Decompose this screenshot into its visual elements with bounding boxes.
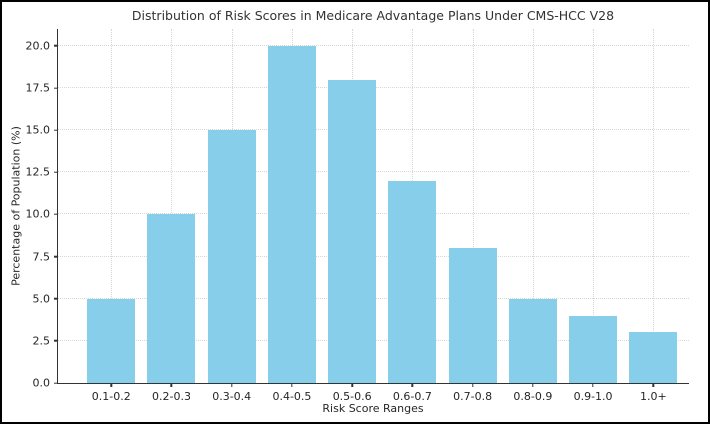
y-tick-label: 15.0	[25, 123, 51, 137]
bar	[87, 298, 136, 383]
y-tick-label: 0.0	[32, 376, 51, 390]
x-gridline	[593, 29, 595, 383]
x-tick-mark	[652, 383, 655, 387]
y-tick-mark	[54, 87, 58, 89]
x-tick-mark	[592, 383, 594, 387]
x-gridline	[472, 29, 474, 383]
y-gridline	[58, 44, 689, 46]
bar	[207, 130, 256, 383]
y-tick-label: 2.5	[32, 334, 51, 348]
y-tick-mark	[54, 129, 58, 131]
y-tick-label: 20.0	[25, 39, 51, 53]
bar	[569, 315, 618, 383]
x-tick-label: 0.3-0.4	[212, 390, 252, 403]
x-gridline	[532, 29, 534, 383]
bar	[508, 298, 557, 383]
x-tick-mark	[351, 383, 353, 387]
x-tick-mark	[411, 383, 414, 387]
bar	[267, 45, 316, 383]
x-gridline	[171, 29, 173, 383]
bar	[448, 248, 497, 383]
x-tick-label: 0.8-0.9	[513, 390, 553, 403]
x-axis-label: Risk Score Ranges	[322, 402, 424, 415]
x-tick-mark	[291, 383, 293, 387]
y-tick-label: 17.5	[25, 81, 51, 95]
y-tick-label: 5.0	[32, 292, 51, 306]
y-tick-mark	[54, 255, 58, 258]
plot-area: 0.0 2.5 5.0 7.5 10.0 12.5 15.0 17.5 20.0 0.1-0.2 0…	[26, 29, 689, 403]
y-tick-label: 10.0	[25, 207, 51, 221]
y-tick-label: 12.5	[25, 165, 51, 179]
bar	[328, 79, 377, 383]
y-tick-mark	[54, 340, 58, 342]
x-tick-label: 0.7-0.8	[453, 390, 493, 403]
y-tick-mark	[54, 213, 58, 216]
bar	[147, 214, 196, 383]
x-tick-label: 0.5-0.6	[332, 390, 372, 403]
x-tick-label: 1.0+	[639, 390, 667, 403]
x-tick-mark	[231, 383, 233, 387]
x-tick-label: 0.6-0.7	[392, 390, 432, 403]
x-tick-mark	[170, 383, 173, 387]
x-tick-label: 0.1-0.2	[91, 390, 131, 403]
x-tick-mark	[471, 383, 474, 387]
y-axis-label: Percentage of Population (%)	[9, 126, 23, 286]
y-tick-mark	[54, 298, 58, 300]
x-tick-label: 0.9-1.0	[573, 390, 613, 403]
bar	[388, 180, 437, 383]
x-gridline	[111, 29, 113, 383]
chart-title: Distribution of Risk Scores in Medicare …	[131, 8, 615, 23]
y-tick-mark	[54, 382, 58, 384]
y-tick-mark	[54, 171, 58, 173]
x-tick-label: 0.4-0.5	[272, 390, 312, 403]
x-tick-mark	[532, 383, 534, 387]
x-tick-mark	[110, 383, 112, 387]
x-gridline	[653, 29, 655, 383]
bar	[629, 332, 678, 383]
y-tick-mark	[54, 45, 58, 47]
y-tick-label: 7.5	[32, 250, 51, 264]
x-tick-label: 0.2-0.3	[152, 390, 191, 403]
